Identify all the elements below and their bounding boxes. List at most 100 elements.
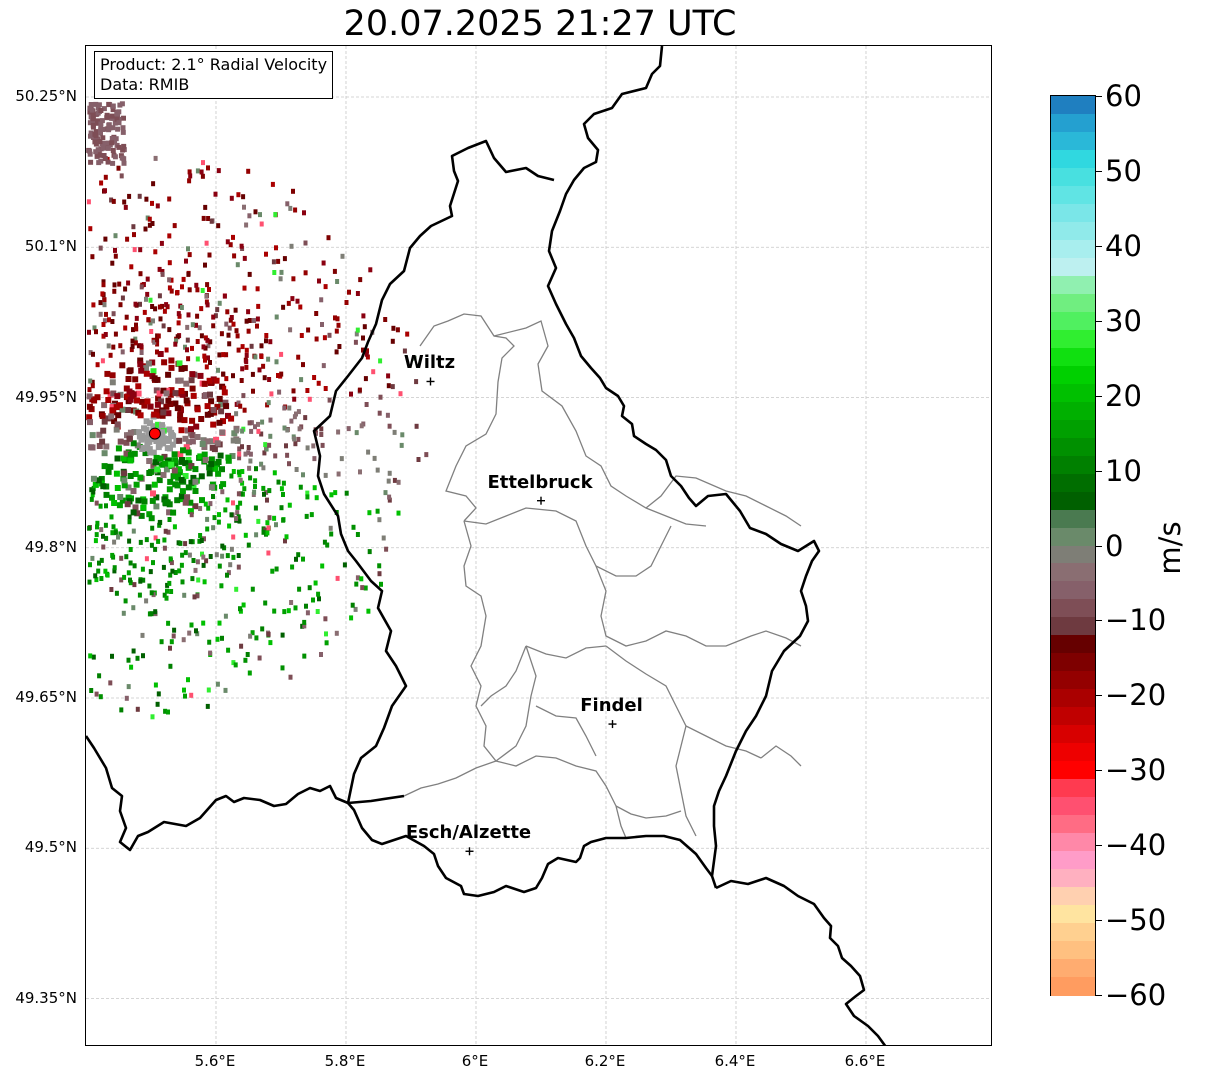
colorbar-segment <box>1051 707 1095 726</box>
colorbar <box>1050 95 1096 996</box>
colorbar-tick <box>1096 770 1102 772</box>
longitude-label: 6°E <box>461 1052 489 1070</box>
colorbar-segment <box>1051 887 1095 906</box>
colorbar-segment <box>1051 131 1095 151</box>
colorbar-segment <box>1051 113 1095 133</box>
colorbar-tick-label: 60 <box>1105 79 1142 113</box>
city-label: Findel <box>580 695 643 717</box>
colorbar-tick <box>1096 620 1102 622</box>
canton-boundaries <box>403 313 802 839</box>
colorbar-tick <box>1096 545 1102 547</box>
colorbar-segment <box>1051 527 1095 547</box>
colorbar-segment <box>1051 617 1095 636</box>
colorbar-tick <box>1096 470 1102 472</box>
colorbar-segment <box>1051 275 1095 295</box>
colorbar-tick-label: −30 <box>1105 753 1167 788</box>
colorbar-segment <box>1051 96 1095 115</box>
longitude-label: 5.8°E <box>324 1052 366 1070</box>
colorbar-segment <box>1051 959 1095 978</box>
colorbar-segment <box>1051 437 1095 457</box>
latitude-label: 49.95°N <box>15 387 77 406</box>
colorbar-tick-label: −40 <box>1105 828 1167 863</box>
colorbar-segment <box>1051 779 1095 798</box>
colorbar-segment <box>1051 923 1095 942</box>
national-borders <box>86 46 887 1045</box>
colorbar-segment <box>1051 329 1095 349</box>
colorbar-segment <box>1051 455 1095 475</box>
longitude-label: 6.4°E <box>714 1052 756 1070</box>
city-label: Wiltz <box>403 352 456 374</box>
colorbar-segment <box>1051 671 1095 690</box>
latitude-label: 49.65°N <box>15 688 77 707</box>
colorbar-segment <box>1051 563 1095 583</box>
colorbar-tick-label: −60 <box>1105 978 1167 1012</box>
latitude-label: 49.35°N <box>15 988 77 1007</box>
colorbar-segment <box>1051 311 1095 331</box>
colorbar-tick-label: 20 <box>1105 378 1142 413</box>
colorbar-segment <box>1051 869 1095 888</box>
colorbar-segment <box>1051 383 1095 403</box>
colorbar-tick <box>1096 920 1102 922</box>
longitude-label: 5.6°E <box>194 1052 236 1070</box>
colorbar-tick-label: 40 <box>1105 228 1142 263</box>
colorbar-segment <box>1051 347 1095 367</box>
radar-site-marker <box>148 427 161 440</box>
map-title: 20.07.2025 21:27 UTC <box>343 4 737 44</box>
colorbar-segment <box>1051 851 1095 870</box>
data-source-label: Data: RMIB <box>100 75 190 94</box>
colorbar-segment <box>1051 509 1095 529</box>
city-marker <box>426 377 435 386</box>
map-canvas <box>86 46 991 1045</box>
city-marker <box>465 847 474 856</box>
city-marker <box>537 496 545 505</box>
colorbar-segment <box>1051 581 1095 601</box>
map-area[interactable] <box>85 45 992 1046</box>
product-label: Product: 2.1° Radial Velocity <box>100 55 328 74</box>
colorbar-tick-label: 30 <box>1105 303 1142 338</box>
city-marker <box>608 720 617 729</box>
colorbar-tick <box>1096 845 1102 847</box>
colorbar-tick <box>1096 170 1102 172</box>
colorbar-segment <box>1051 905 1095 924</box>
colorbar-segment <box>1051 797 1095 816</box>
colorbar-segment <box>1051 293 1095 313</box>
colorbar-segment <box>1051 635 1095 654</box>
city-markers <box>426 377 617 856</box>
colorbar-tick-label: 0 <box>1105 528 1124 563</box>
colorbar-tick-label: −50 <box>1105 903 1167 938</box>
longitude-label: 6.6°E <box>844 1052 886 1070</box>
latitude-label: 49.8°N <box>24 537 77 556</box>
colorbar-segment <box>1051 419 1095 439</box>
colorbar-segment <box>1051 401 1095 421</box>
colorbar-segment <box>1051 185 1095 205</box>
city-label: Ettelbruck <box>487 471 593 493</box>
colorbar-segment <box>1051 833 1095 852</box>
colorbar-segment <box>1051 743 1095 762</box>
colorbar-segment <box>1051 689 1095 708</box>
colorbar-segment <box>1051 149 1095 169</box>
colorbar-segment <box>1051 761 1095 780</box>
colorbar-segment <box>1051 653 1095 672</box>
colorbar-unit: m/s <box>1153 521 1187 575</box>
colorbar-tick <box>1096 395 1102 397</box>
colorbar-tick <box>1096 995 1102 996</box>
longitude-label: 6.2°E <box>584 1052 626 1070</box>
colorbar-segment <box>1051 239 1095 259</box>
colorbar-segment <box>1051 545 1095 565</box>
colorbar-segment <box>1051 977 1095 996</box>
colorbar-segment <box>1051 365 1095 385</box>
colorbar-tick <box>1096 320 1102 322</box>
colorbar-tick-label: −10 <box>1105 603 1167 638</box>
colorbar-segment <box>1051 941 1095 960</box>
colorbar-tick-label: −20 <box>1105 678 1167 713</box>
colorbar-tick <box>1096 695 1102 697</box>
colorbar-segment <box>1051 473 1095 493</box>
colorbar-segment <box>1051 221 1095 241</box>
colorbar-segment <box>1051 203 1095 223</box>
radar-velocity-layer <box>86 101 429 720</box>
colorbar-tick <box>1096 245 1102 247</box>
colorbar-segment <box>1051 725 1095 744</box>
latitude-label: 50.1°N <box>24 237 77 256</box>
city-label: Esch/Alzette <box>405 822 532 844</box>
colorbar-segment <box>1051 815 1095 834</box>
